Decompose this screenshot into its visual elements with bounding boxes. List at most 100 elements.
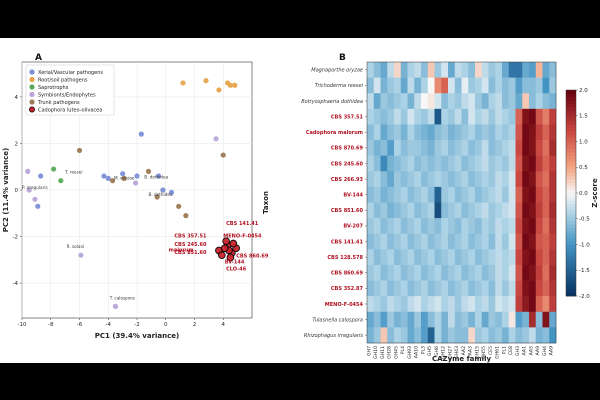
highlight-annotation: CBS 860.69 [236, 253, 269, 259]
heatmap-cell [508, 202, 516, 219]
colorbar-segment [566, 120, 576, 125]
heatmap-cell [427, 218, 435, 235]
heatmap-cell [535, 264, 543, 281]
heatmap-cell [421, 186, 429, 203]
scatter-point [183, 213, 189, 219]
heatmap-cell [427, 140, 435, 156]
scatter-point [121, 175, 127, 181]
heatmap-cell [387, 311, 395, 328]
y-tick-label: 0 [15, 188, 19, 194]
heatmap-cell [542, 124, 550, 141]
x-tick-label: -2 [134, 322, 139, 328]
point-annotation: B. dothidea [144, 174, 168, 179]
heatmap-cell [488, 202, 496, 219]
colorbar-segment [566, 289, 576, 293]
x-tick-label: -4 [106, 322, 112, 328]
heatmap-cell [427, 62, 435, 78]
heatmap-cell [448, 218, 456, 235]
heatmap-cell [535, 155, 543, 172]
heatmap-cell [421, 280, 429, 297]
colorbar-segment [566, 237, 576, 242]
heatmap-cell [475, 311, 483, 328]
heatmap-cell [488, 140, 496, 156]
heatmap-cell [373, 280, 381, 297]
heatmap-cell [400, 77, 408, 94]
heatmap-cell [427, 280, 435, 297]
heatmap-cell [502, 327, 510, 344]
heatmap-cell [522, 155, 530, 172]
heatmap-cell [522, 218, 530, 235]
heatmap-cell [502, 62, 510, 78]
column-label: GH12 [441, 346, 447, 359]
colorbar-segment [566, 114, 576, 118]
heatmap-cell [448, 140, 456, 156]
colorbar-segment [566, 285, 576, 290]
heatmap-cell [434, 264, 442, 281]
x-tick-label: 4 [222, 322, 226, 328]
heatmap-cell [481, 62, 489, 78]
heatmap-cell [394, 264, 402, 281]
heatmap-cell [549, 140, 557, 156]
colorbar-segment [566, 168, 576, 173]
heatmap-cell [488, 327, 496, 344]
heatmap-cell [367, 280, 375, 297]
heatmap-cell [529, 186, 537, 203]
heatmap-cell [549, 327, 557, 344]
heatmap-cell [495, 327, 503, 344]
heatmap-cell [421, 233, 429, 250]
highlight-annotation: MENO-F-0454 [223, 234, 262, 240]
row-label: CBS 851.60 [331, 208, 364, 214]
heatmap-cell [529, 124, 537, 141]
heatmap-cell [441, 155, 449, 172]
heatmap-cell [434, 108, 442, 125]
heatmap-cell [461, 140, 469, 156]
colorbar-segment [566, 223, 576, 228]
heatmap-cell [515, 280, 523, 297]
heatmap-cell [522, 93, 530, 110]
heatmap-cell [535, 280, 543, 297]
heatmap-cell [387, 140, 395, 156]
heatmap-cell [515, 233, 523, 250]
colorbar-tick-label: 0.0 [579, 191, 588, 197]
heatmap-cell [367, 218, 375, 235]
heatmap-cell [495, 93, 503, 110]
heatmap-cell [400, 296, 408, 313]
heatmap-cell [373, 296, 381, 313]
heatmap-cell [387, 155, 395, 172]
heatmap-cell [495, 186, 503, 203]
heatmap-cell [535, 249, 543, 266]
heatmap-cell [454, 171, 462, 188]
heatmap-cell [421, 249, 429, 266]
heatmap-cell [448, 171, 456, 188]
row-label: CBS 245.60 [331, 161, 364, 167]
heatmap-cell [475, 186, 483, 203]
heatmap-cell [461, 93, 469, 110]
heatmap-cell [380, 186, 388, 203]
heatmap-cell [380, 124, 388, 141]
heatmap-cell [380, 311, 388, 328]
heatmap-cell [549, 171, 557, 188]
colorbar-tick-label: 1.0 [579, 139, 588, 145]
heatmap-cell [502, 124, 510, 141]
colorbar-segment [566, 117, 576, 122]
heatmap-cell [515, 155, 523, 172]
heatmap-cell [495, 155, 503, 172]
colorbar-segment [566, 292, 576, 297]
row-label: CBS 128.578 [327, 255, 363, 261]
heatmap-cell [535, 202, 543, 219]
heatmap-cell [475, 108, 483, 125]
heatmap-cell [502, 77, 510, 94]
heatmap-cell [400, 140, 408, 156]
scatter-point [217, 251, 226, 260]
heatmap-cell [414, 93, 422, 110]
heatmap-cell [529, 62, 537, 78]
heatmap-cell [502, 171, 510, 188]
column-label: CE5 [488, 346, 494, 355]
heatmap-cell [461, 77, 469, 94]
scatter-point [160, 187, 166, 193]
heatmap-cell [434, 171, 442, 188]
heatmap-cell [475, 280, 483, 297]
colorbar-segment [566, 210, 576, 214]
heatmap-cell [414, 233, 422, 250]
heatmap-cell [454, 155, 462, 172]
